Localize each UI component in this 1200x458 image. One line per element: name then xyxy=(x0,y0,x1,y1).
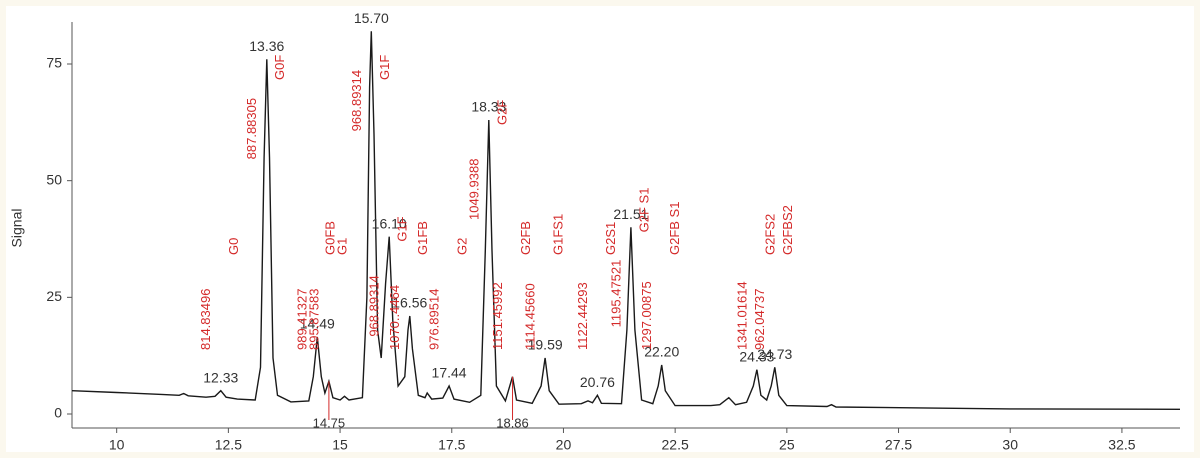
glycan-label: G2FB S1 xyxy=(667,202,682,255)
mass-label: 895.87583 xyxy=(306,289,321,350)
peak-label: 16.10 xyxy=(372,215,407,231)
y-tick-label: 75 xyxy=(46,55,62,71)
mass-label: 1151.45992 xyxy=(490,282,505,350)
mass-label: 962.04737 xyxy=(752,289,767,350)
y-tick-label: 0 xyxy=(54,405,62,421)
mass-label: 1297.00875 xyxy=(639,281,654,350)
x-tick-label: 32.5 xyxy=(1108,437,1135,453)
peak-label: 24.33 xyxy=(739,348,774,364)
x-tick-label: 30 xyxy=(1002,437,1018,453)
mass-label: 968.89314 xyxy=(367,275,382,336)
mass-label: 989.41327 xyxy=(295,289,310,350)
plot-background xyxy=(6,6,1194,452)
mass-label: 1341.01614 xyxy=(734,281,749,350)
peak-label: 20.76 xyxy=(580,374,615,390)
peak-label: 15.70 xyxy=(354,10,389,26)
peak-label: 12.33 xyxy=(203,369,238,385)
glycan-label: G2FB xyxy=(518,221,533,255)
peak-label: 14.49 xyxy=(300,316,335,332)
peak-label: 19.59 xyxy=(528,337,563,353)
signal-trace xyxy=(71,31,1181,410)
mass-label: 976.89514 xyxy=(427,289,442,350)
glycan-label: G1FS1 xyxy=(551,214,566,255)
glycan-label: G1 xyxy=(334,238,349,255)
x-tick-label: 17.5 xyxy=(438,437,465,453)
x-tick-label: 20 xyxy=(556,437,572,453)
mass-label: 1122.44293 xyxy=(575,282,590,350)
x-tick-label: 15 xyxy=(332,437,348,453)
peak-label: 17.44 xyxy=(432,365,467,381)
peak-label: 13.36 xyxy=(249,38,284,54)
glycan-label: G0 xyxy=(226,238,241,255)
glycan-label: G2F S1 xyxy=(636,188,651,233)
mass-label: 887.88305 xyxy=(244,98,259,159)
y-axis-title: Signal xyxy=(9,209,25,248)
glycan-label: G2S1 xyxy=(603,222,618,255)
peak-label: 18.86 xyxy=(496,415,529,430)
y-tick-label: 50 xyxy=(46,171,62,187)
peak-label: 21.51 xyxy=(613,206,648,222)
x-tick-label: 10 xyxy=(109,437,125,453)
x-tick-label: 27.5 xyxy=(885,437,912,453)
peak-label: 18.33 xyxy=(471,99,506,115)
x-tick-label: 12.5 xyxy=(215,437,242,453)
glycan-label: G1F xyxy=(395,216,410,241)
peak-label: 22.20 xyxy=(644,344,679,360)
peak-label: 16.56 xyxy=(392,295,427,311)
y-tick-label: 25 xyxy=(46,288,62,304)
mass-label: 1195.47521 xyxy=(608,260,623,328)
peak-label: 24.73 xyxy=(757,346,792,362)
glycan-label: G2FBS2 xyxy=(780,205,795,255)
glycan-label: G0FB xyxy=(323,221,338,255)
x-tick-label: 25 xyxy=(779,437,795,453)
mass-label: 814.83496 xyxy=(198,289,213,350)
glycan-label: G1F xyxy=(377,55,392,80)
glycan-label: G2F xyxy=(494,100,509,125)
mass-label: 1049.9388 xyxy=(466,159,481,220)
mass-label: 968.89314 xyxy=(349,70,364,131)
x-tick-label: 22.5 xyxy=(662,437,689,453)
glycan-label: G0F xyxy=(272,55,287,80)
mass-label: 1070..4464 xyxy=(387,285,402,350)
mass-label: 1114.45660 xyxy=(523,283,538,350)
glycan-label: G1FB xyxy=(415,221,430,255)
peak-label: 14.75 xyxy=(313,415,346,430)
glycan-label: G2FS2 xyxy=(762,214,777,255)
glycan-label: G2 xyxy=(455,238,470,255)
